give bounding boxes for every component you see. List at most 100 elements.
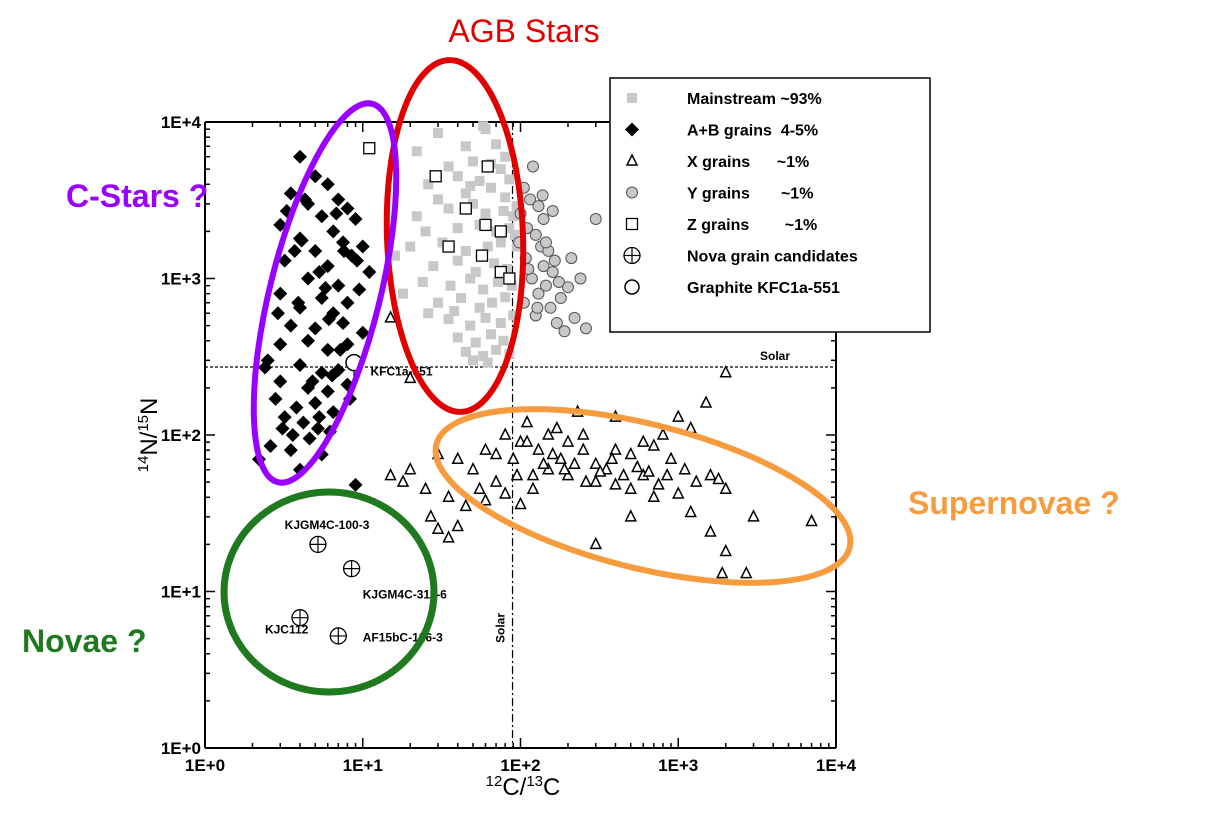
ab-grain-point [308, 396, 323, 411]
z-grain-point [475, 249, 489, 262]
mainstream-point [468, 156, 479, 167]
ab-grain-point [336, 235, 351, 250]
x-grain-point [561, 467, 575, 481]
c-stars-ellipse [250, 100, 400, 486]
ab-grain-point [326, 405, 341, 420]
mainstream-point [423, 308, 434, 319]
mainstream-point [420, 226, 431, 237]
mainstream-point [405, 241, 416, 252]
x-grain-point [514, 496, 527, 510]
z-grain-point [459, 202, 472, 215]
ab-grain-point [312, 265, 327, 280]
series-group [252, 149, 377, 492]
ab-grain-point [301, 333, 316, 348]
mainstream-point [443, 314, 454, 325]
z-grain-point [429, 170, 442, 183]
y-grain-point [546, 204, 559, 217]
x-label-sup-2: 13 [526, 773, 543, 790]
y-grain-point [526, 160, 539, 173]
x-grain-point [510, 467, 524, 481]
x-grain-point [489, 446, 503, 460]
x-grain-point [652, 477, 665, 490]
ab-grain-point [277, 253, 292, 268]
ab-grain-point [273, 374, 288, 389]
mainstream-point [433, 194, 444, 205]
series-group [363, 142, 516, 285]
x-grain-point [719, 365, 732, 378]
mainstream-point [506, 280, 517, 291]
mainstream-point [433, 128, 444, 139]
x-grain-point [719, 543, 732, 557]
novae-ellipse [220, 488, 438, 696]
x-grain-point [637, 434, 650, 447]
y-grain-point [565, 252, 578, 265]
legend-entry-label: Z grains ~1% [687, 217, 817, 234]
y-tick-label: 1E+3 [161, 270, 201, 289]
x-grain-point [600, 462, 613, 475]
legend-entry-label: Nova grain candidates [687, 249, 858, 266]
mainstream-point [460, 188, 471, 199]
mainstream-point [470, 267, 481, 278]
x-grain-point [507, 451, 520, 464]
ab-grain-point [326, 224, 341, 239]
x-grain-point [451, 451, 464, 464]
x-grain-point [712, 471, 725, 485]
y-grain-point [532, 200, 545, 213]
mainstream-point [452, 223, 463, 234]
x-grain-point [558, 462, 571, 475]
ab-grain-point [291, 295, 306, 310]
mainstream-point [489, 258, 500, 269]
nova-grain-point [309, 535, 327, 554]
y-label-sup-1: 14 [135, 456, 152, 473]
legend-entry-label: A+B grains 4-5% [687, 123, 818, 140]
mainstream-point [470, 337, 481, 348]
ab-grain-point [292, 358, 307, 373]
ab-grain-point [355, 239, 370, 254]
ab-grain-point [325, 368, 340, 383]
x-grain-point [537, 456, 550, 470]
legend-entry-label: Mainstream ~93% [687, 91, 822, 108]
x-grain-point [526, 467, 540, 481]
region-label-c-stars: C-Stars ? [66, 178, 208, 214]
x-grain-point [672, 486, 685, 499]
ab-grain-point [268, 391, 283, 406]
ab-grain-point [333, 342, 348, 357]
x-label-part-2: C [543, 774, 560, 801]
x-grain-point [384, 310, 397, 323]
ab-grain-point [348, 477, 363, 492]
legend-marker [624, 279, 640, 295]
ab-grain-point [302, 431, 317, 446]
series-group [513, 160, 602, 338]
ab-grain-point [308, 321, 323, 336]
x-grain-point [479, 442, 492, 455]
mainstream-point [460, 245, 471, 256]
mainstream-point [460, 141, 471, 152]
legend-entry-label: X grains ~1% [687, 154, 809, 171]
mainstream-point [389, 250, 400, 261]
y-grain-point [558, 325, 571, 338]
x-grain-point [656, 427, 670, 440]
z-grain-point [481, 160, 494, 173]
mainstream-point [445, 280, 456, 291]
mainstream-point [423, 179, 434, 190]
x-grain-point [404, 370, 417, 384]
legend-marker [626, 186, 638, 199]
ab-grain-point [340, 201, 355, 216]
nova-grain-point [342, 559, 361, 578]
x-grain-point [719, 481, 732, 495]
x-grain-point [678, 462, 691, 475]
mainstream-point [478, 284, 489, 295]
legend-entry-label: Y grains ~1% [687, 186, 813, 203]
ab-grain-point [283, 443, 298, 458]
x-grain-point [605, 451, 619, 464]
ab-grain-point [275, 421, 290, 436]
ab-grain-point [308, 243, 323, 258]
x-grain-point [520, 414, 534, 428]
x-grain-point [593, 464, 607, 477]
region-label-agb-stars: AGB Stars [448, 13, 599, 49]
mainstream-point [465, 273, 476, 284]
mainstream-point [487, 297, 498, 308]
y-grain-point [554, 292, 567, 305]
y-label-part-1: N/ [136, 431, 163, 455]
mainstream-point [460, 346, 471, 357]
